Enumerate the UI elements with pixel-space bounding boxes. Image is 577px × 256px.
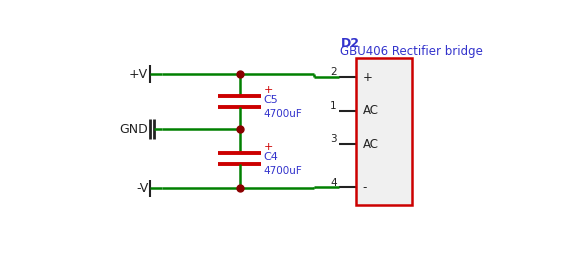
Text: 4700uF: 4700uF — [264, 109, 302, 119]
Text: AC: AC — [363, 137, 379, 151]
Text: GBU406 Rectifier bridge: GBU406 Rectifier bridge — [340, 45, 484, 58]
Text: GND: GND — [119, 123, 148, 136]
Text: 3: 3 — [330, 134, 337, 144]
Text: 1: 1 — [330, 101, 337, 111]
Bar — [356, 58, 412, 205]
Text: AC: AC — [363, 104, 379, 117]
Text: C4: C4 — [264, 152, 278, 162]
Text: -V: -V — [136, 182, 148, 195]
Text: C5: C5 — [264, 95, 278, 105]
Text: -: - — [363, 181, 367, 194]
Text: 4700uF: 4700uF — [264, 166, 302, 176]
Text: +: + — [264, 85, 273, 95]
Text: +V: +V — [129, 68, 148, 81]
Text: 2: 2 — [330, 67, 337, 77]
Text: +: + — [363, 71, 373, 83]
Text: 4: 4 — [330, 177, 337, 187]
Text: D2: D2 — [340, 37, 359, 50]
Text: +: + — [264, 142, 273, 152]
